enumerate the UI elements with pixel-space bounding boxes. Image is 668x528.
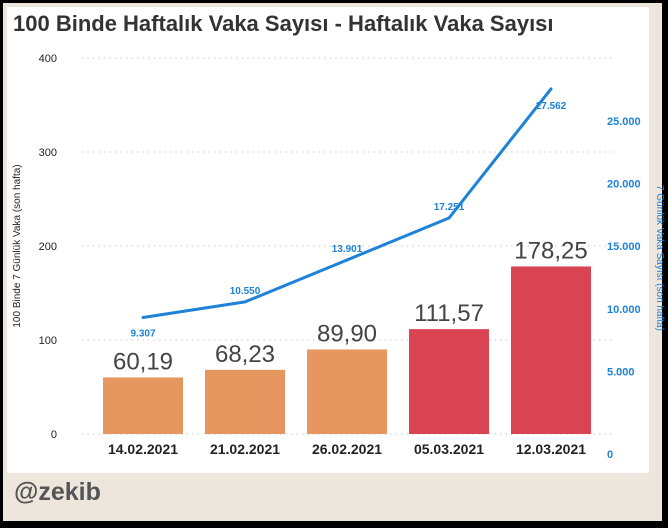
- line-data-labels: 9.307 10.550 13.901 17.251 27.562: [130, 101, 566, 340]
- bar: [307, 349, 387, 434]
- bar: [205, 369, 285, 434]
- right-tick-label: 0: [607, 449, 613, 461]
- line-value-label: 13.901: [332, 244, 363, 255]
- right-tick-label: 15.000: [607, 241, 641, 253]
- category-label: 05.03.2021: [414, 441, 484, 457]
- bars: [103, 266, 591, 434]
- y-axis-title: 100 Binde 7 Günlük Vaka (son hafta): [12, 164, 23, 327]
- bar: [511, 266, 591, 434]
- left-tick-label: 200: [39, 241, 57, 253]
- line-point: [345, 258, 349, 262]
- line-point: [243, 300, 247, 304]
- bar: [103, 377, 183, 434]
- y2-axis-title: 7 Günlük Vaka Sayısı (son hafta): [654, 185, 665, 331]
- bar-value-label: 60,19: [113, 348, 173, 375]
- line-value-label: 27.562: [536, 101, 567, 112]
- left-tick-label: 0: [51, 429, 57, 441]
- chart-title: 100 Binde Haftalık Vaka Sayısı - Haftalı…: [13, 11, 554, 36]
- line-point: [549, 87, 553, 91]
- line-point: [447, 216, 451, 220]
- left-axis-ticks: 0 100 200 300 400: [39, 53, 57, 441]
- left-tick-label: 400: [39, 53, 57, 65]
- bar: [409, 329, 489, 434]
- right-tick-label: 5.000: [607, 366, 635, 378]
- line-value-label: 9.307: [130, 328, 155, 339]
- bar-data-labels: 60,19 68,23 89,90 111,57 178,25: [113, 237, 588, 375]
- line-value-label: 17.251: [434, 202, 465, 213]
- category-label: 12.03.2021: [516, 441, 586, 457]
- author-handle: @zekib: [14, 478, 101, 506]
- left-tick-label: 300: [39, 147, 57, 159]
- bar-value-label: 178,25: [514, 237, 587, 264]
- line-series: [141, 87, 553, 319]
- line-path: [142, 87, 553, 319]
- line-point: [141, 315, 145, 319]
- right-tick-label: 10.000: [607, 304, 641, 316]
- right-tick-label: 25.000: [607, 116, 641, 128]
- category-label: 14.02.2021: [108, 441, 178, 457]
- right-axis-ticks: 0 5.000 10.000 15.000 20.000 25.000: [607, 116, 641, 461]
- category-label: 21.02.2021: [210, 441, 280, 457]
- category-labels: 14.02.2021 21.02.2021 26.02.2021 05.03.2021…: [108, 441, 586, 457]
- right-tick-label: 20.000: [607, 179, 641, 191]
- bar-value-label: 89,90: [317, 320, 377, 347]
- category-label: 26.02.2021: [312, 441, 382, 457]
- bar-value-label: 68,23: [215, 341, 275, 368]
- bar-value-label: 111,57: [414, 300, 484, 327]
- line-value-label: 10.550: [230, 286, 261, 297]
- left-tick-label: 100: [39, 335, 57, 347]
